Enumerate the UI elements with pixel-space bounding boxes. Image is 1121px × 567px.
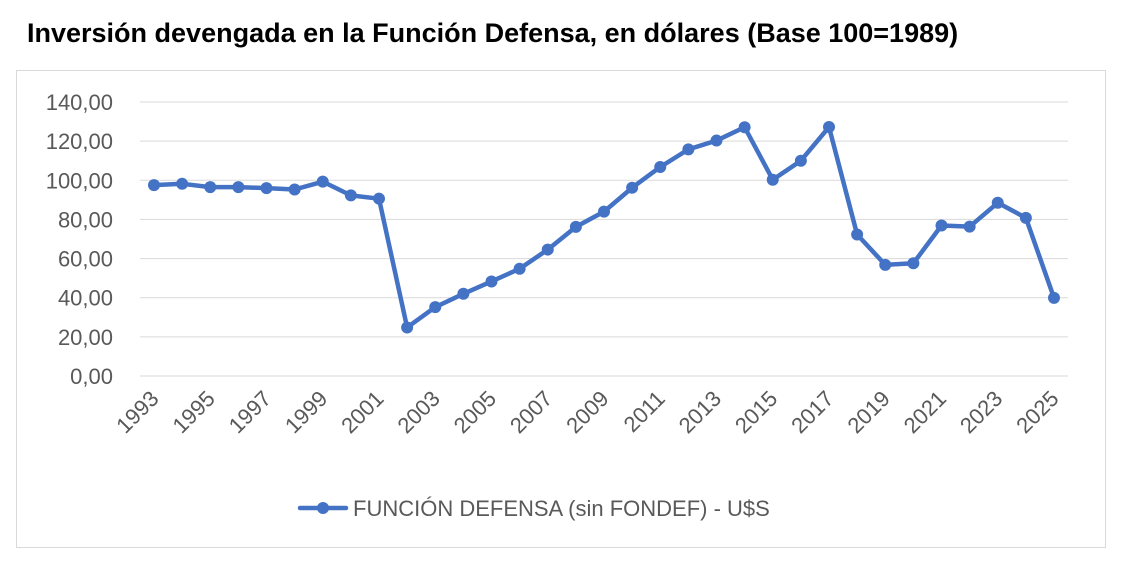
data-point — [598, 205, 610, 218]
data-point — [991, 196, 1004, 209]
data-point — [344, 189, 357, 202]
y-tick-label: 40,00 — [58, 286, 113, 311]
data-point — [401, 321, 414, 334]
x-tick-label: 1993 — [111, 386, 163, 438]
data-point — [907, 257, 920, 270]
y-tick-label: 120,00 — [46, 129, 113, 154]
x-tick-label: 1997 — [224, 386, 276, 438]
x-tick-label: 2021 — [899, 386, 951, 438]
data-point — [288, 183, 301, 196]
x-tick-label: 2015 — [730, 386, 782, 438]
y-tick-label: 20,00 — [58, 325, 113, 350]
legend: FUNCIÓN DEFENSA (sin FONDEF) - U$S — [297, 496, 770, 521]
y-tick-label: 100,00 — [46, 168, 113, 193]
x-tick-label: 1999 — [280, 386, 332, 438]
data-point — [204, 181, 217, 194]
x-tick-label: 2023 — [955, 386, 1007, 438]
x-tick-label: 2001 — [336, 386, 388, 438]
data-point — [485, 275, 498, 288]
data-point — [766, 173, 779, 186]
data-point — [963, 220, 976, 233]
data-point — [654, 160, 667, 173]
x-tick-label: 2013 — [674, 386, 726, 438]
legend-marker — [317, 502, 329, 514]
y-tick-label: 0,00 — [70, 364, 113, 389]
data-point — [879, 258, 892, 271]
data-point — [1019, 211, 1032, 224]
x-tick-label: 2017 — [786, 386, 838, 438]
chart-title: Inversión devengada en la Función Defens… — [27, 18, 959, 48]
x-tick-label: 2007 — [505, 386, 557, 438]
data-point — [260, 182, 273, 195]
series-layer — [148, 121, 1060, 334]
legend-label: FUNCIÓN DEFENSA (sin FONDEF) - U$S — [353, 496, 770, 521]
x-tick-label: 2003 — [392, 386, 444, 438]
data-point — [457, 287, 470, 300]
chart-area — [16, 70, 1106, 548]
x-tick-label: 2005 — [449, 386, 501, 438]
data-point — [373, 192, 385, 205]
data-point — [935, 219, 948, 232]
x-tick-label: 2025 — [1011, 386, 1063, 438]
y-tick-label: 60,00 — [58, 247, 113, 272]
data-point — [176, 177, 189, 190]
data-point — [738, 121, 751, 134]
y-axis-tick-labels: 0,00 20,00 40,00 60,00 80,00 100,00 120,00 140,… — [46, 90, 113, 389]
data-point — [626, 181, 639, 194]
data-point — [541, 243, 554, 256]
data-point — [148, 179, 160, 192]
data-point — [1048, 291, 1060, 304]
data-point — [682, 143, 695, 156]
y-tick-label: 140,00 — [46, 90, 113, 115]
x-tick-label: 2019 — [842, 386, 894, 438]
data-point — [513, 262, 526, 275]
data-point — [569, 220, 582, 233]
data-point — [823, 121, 835, 134]
y-tick-label: 80,00 — [58, 207, 113, 232]
x-tick-label: 2011 — [619, 386, 670, 437]
gridlines — [140, 101, 1068, 377]
data-point — [851, 228, 864, 241]
x-tick-label: 2009 — [561, 386, 613, 438]
data-point — [710, 134, 723, 147]
x-axis-tick-labels: 1993 1995 1997 1999 2001 2003 2005 2007 2009 2011… — [111, 386, 1063, 438]
x-tick-label: 1995 — [167, 386, 219, 438]
data-point — [232, 181, 245, 194]
data-point — [429, 301, 442, 314]
data-point — [794, 154, 807, 167]
data-point — [316, 175, 329, 188]
